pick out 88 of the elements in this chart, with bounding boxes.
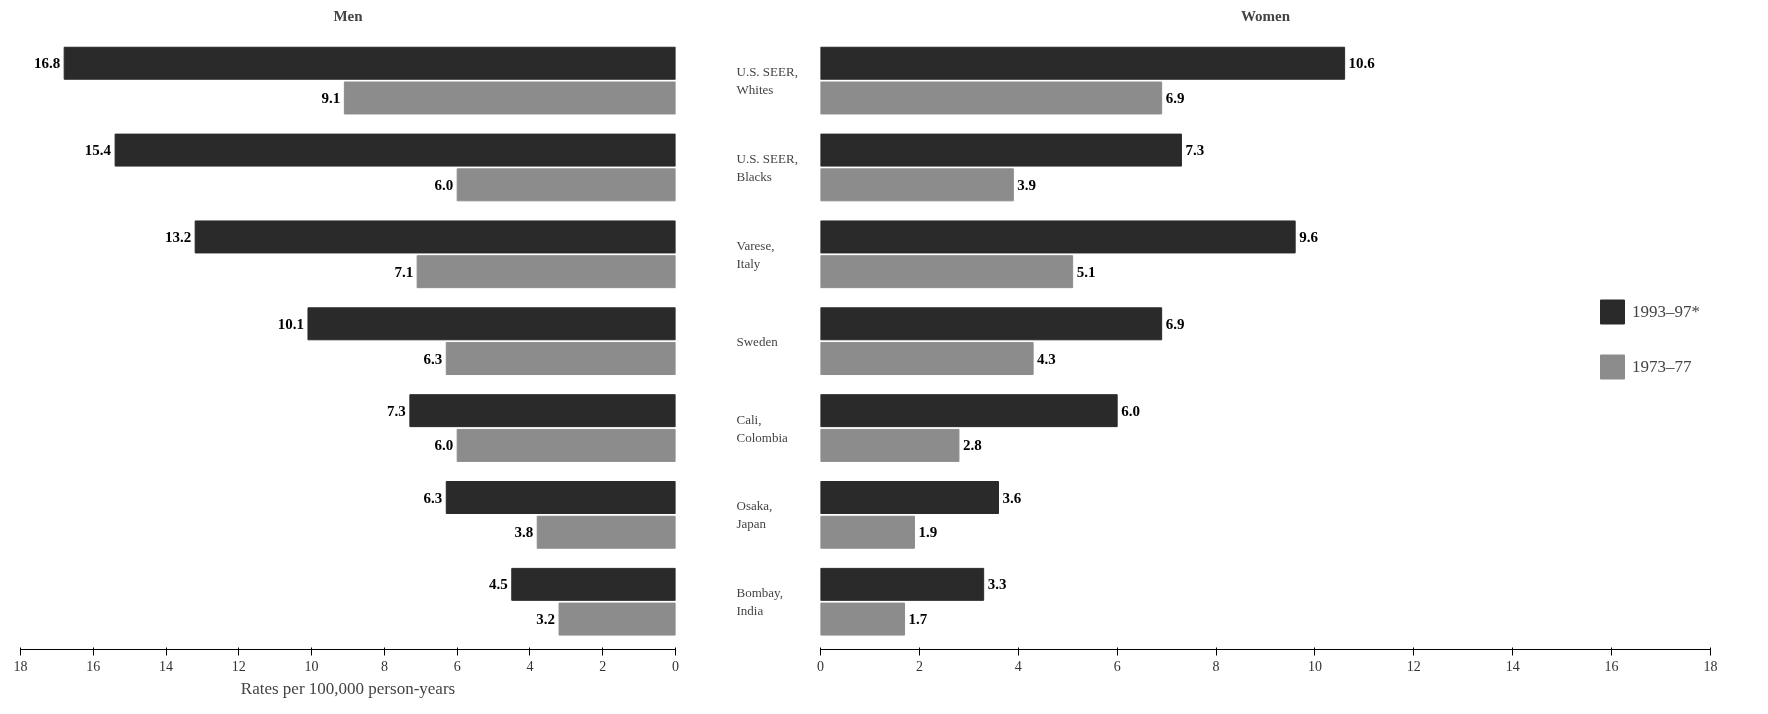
bar — [558, 602, 676, 636]
y-tick-label: U.S. SEER, Blacks — [736, 150, 798, 184]
bar — [820, 342, 1034, 376]
x-tick-label: 16 — [86, 658, 101, 674]
bar — [416, 255, 676, 289]
y-tick-label: Osaka, Japan — [736, 498, 773, 532]
data-label: 5.1 — [1076, 263, 1096, 280]
data-label: 16.8 — [33, 55, 61, 72]
data-label: 3.3 — [987, 576, 1007, 593]
data-label: 6.9 — [1165, 89, 1185, 106]
bar — [820, 428, 960, 462]
data-label: 7.3 — [1185, 142, 1205, 159]
bar — [63, 46, 676, 80]
chart-title: Women — [1240, 7, 1291, 24]
x-tick-label: 18 — [13, 658, 28, 674]
x-tick-label: 2 — [915, 658, 923, 674]
data-label: 6.9 — [1165, 315, 1185, 332]
x-tick-label: 0 — [817, 658, 824, 674]
data-label: 4.5 — [489, 576, 508, 593]
data-label: 1.9 — [918, 524, 938, 541]
data-label: 7.1 — [394, 263, 414, 280]
data-label: 13.2 — [164, 228, 192, 245]
bar — [820, 255, 1074, 289]
bar — [820, 220, 1296, 254]
y-tick-label: Varese, Italy — [736, 237, 775, 271]
x-tick-label: 10 — [1307, 658, 1322, 674]
chart-title: Men — [333, 7, 364, 24]
data-label: 10.1 — [277, 315, 304, 332]
x-tick-label: 12 — [1406, 658, 1421, 674]
data-label: 6.0 — [1121, 402, 1140, 419]
bar — [820, 394, 1118, 428]
x-tick-label: 14 — [159, 658, 174, 674]
data-label: 4.3 — [1037, 350, 1056, 367]
bar — [820, 481, 999, 514]
bar — [409, 394, 676, 428]
legend-label: 1993–97* — [1632, 301, 1700, 321]
legend-label: 1973–77 — [1632, 356, 1692, 376]
data-label: 3.9 — [1017, 176, 1037, 193]
bar — [307, 307, 676, 341]
x-tick-label: 14 — [1505, 658, 1520, 674]
data-label: 10.6 — [1348, 55, 1376, 72]
x-tick-label: 8 — [380, 658, 388, 674]
data-label: 6.3 — [423, 489, 443, 506]
data-label: 3.2 — [536, 611, 556, 628]
bar — [445, 481, 676, 514]
x-tick-label: 4 — [526, 658, 534, 674]
data-label: 3.8 — [514, 524, 534, 541]
bar — [456, 428, 676, 462]
x-tick-label: 18 — [1703, 658, 1718, 674]
data-label: 9.6 — [1299, 228, 1319, 245]
bar — [820, 515, 915, 549]
data-label: 1.7 — [908, 611, 928, 628]
y-tick-label: Cali, Colombia — [736, 411, 789, 445]
bar — [511, 567, 676, 601]
bar — [820, 567, 985, 601]
data-label: 15.4 — [84, 142, 112, 159]
x-tick-label: 12 — [231, 658, 246, 674]
bar — [194, 220, 676, 254]
data-label: 7.3 — [387, 402, 406, 419]
data-label: 9.1 — [321, 89, 341, 106]
data-label: 6.3 — [423, 350, 443, 367]
bar — [445, 342, 676, 376]
bar — [536, 515, 676, 549]
x-tick-label: 6 — [453, 658, 461, 674]
x-axis-title: Rates per 100,000 person-years — [240, 678, 456, 698]
bar — [114, 133, 676, 167]
x-tick-label: 4 — [1014, 658, 1022, 674]
x-tick-label: 16 — [1604, 658, 1619, 674]
data-label: 6.0 — [434, 176, 454, 193]
x-tick-label: 2 — [599, 658, 607, 674]
x-tick-label: 8 — [1212, 658, 1220, 674]
x-tick-label: 10 — [304, 658, 319, 674]
bar — [820, 46, 1346, 80]
data-label: 6.0 — [434, 437, 454, 454]
bar — [456, 168, 676, 202]
data-label: 2.8 — [962, 437, 982, 454]
bar — [820, 168, 1014, 202]
bar — [820, 307, 1163, 341]
y-tick-label: Sweden — [736, 333, 779, 349]
x-tick-label: 0 — [672, 658, 679, 674]
bar — [820, 81, 1163, 115]
y-tick-label: U.S. SEER, Whites — [736, 64, 798, 98]
x-tick-label: 6 — [1113, 658, 1121, 674]
data-label: 3.6 — [1002, 489, 1022, 506]
bar — [820, 602, 906, 636]
bar — [343, 81, 676, 115]
y-tick-label: Bombay, India — [736, 585, 783, 619]
bar — [820, 133, 1182, 167]
